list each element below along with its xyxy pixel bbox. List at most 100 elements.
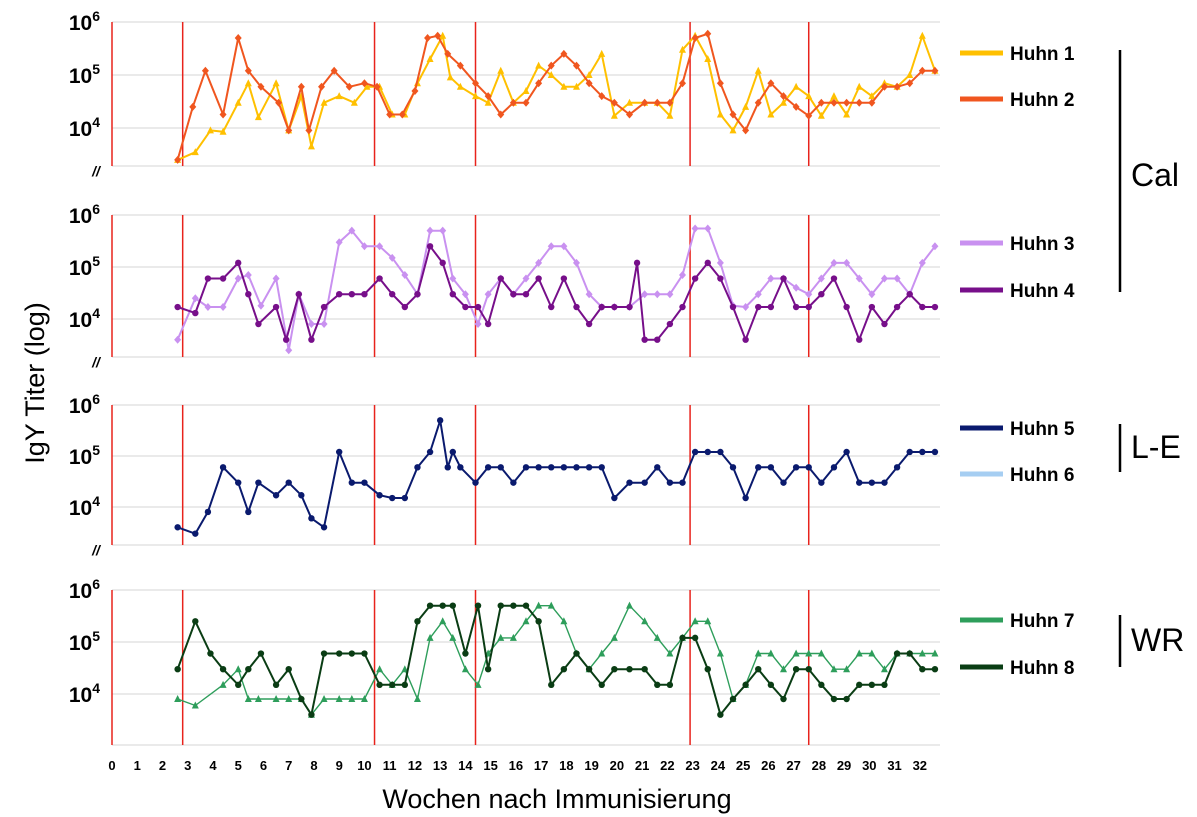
data-point (497, 633, 505, 641)
data-point (931, 649, 939, 657)
data-point (666, 290, 674, 299)
data-point (830, 258, 838, 267)
data-point (361, 479, 368, 486)
data-point (255, 479, 262, 486)
data-point (729, 126, 737, 134)
data-point (805, 290, 813, 299)
data-point (547, 71, 555, 78)
data-point (245, 665, 252, 673)
data-point (484, 320, 492, 328)
data-point (426, 633, 434, 641)
data-point (444, 49, 452, 58)
data-point (285, 665, 292, 673)
data-point (191, 294, 199, 303)
data-point (641, 665, 648, 673)
data-point (626, 98, 633, 106)
data-point (174, 155, 182, 164)
data-point (817, 274, 825, 283)
data-point (449, 290, 456, 298)
legend-label: Huhn 7 (1010, 611, 1074, 632)
y-tick-base: 10 (69, 684, 92, 707)
x-tick-label: 18 (559, 758, 573, 773)
x-tick-label: 32 (913, 758, 927, 773)
data-point (320, 303, 328, 311)
data-point (868, 92, 876, 100)
data-point (856, 336, 863, 343)
data-point (868, 681, 876, 689)
data-point (881, 479, 888, 486)
data-point (272, 274, 280, 283)
data-point (174, 695, 182, 703)
data-point (754, 66, 762, 74)
x-tick-label: 25 (736, 758, 750, 773)
data-point (456, 82, 464, 90)
data-point (439, 31, 447, 39)
data-point (880, 82, 888, 91)
x-tick-label: 27 (786, 758, 800, 773)
data-point (830, 92, 838, 100)
data-point (830, 275, 838, 282)
series-line-huhn-7 (177, 605, 935, 716)
data-point (868, 303, 876, 311)
legend-label: Huhn 5 (1010, 419, 1075, 440)
data-point (204, 275, 212, 282)
data-point (398, 110, 406, 119)
x-tick-label: 4 (209, 758, 217, 773)
data-point (918, 31, 926, 39)
data-point (856, 681, 863, 689)
x-tick-label: 0 (108, 758, 115, 773)
data-point (219, 680, 227, 688)
data-point (868, 479, 876, 486)
x-tick-label: 5 (235, 758, 242, 773)
data-point (522, 464, 530, 471)
data-point (363, 82, 371, 90)
data-point (805, 649, 813, 657)
data-point (572, 82, 580, 90)
data-point (285, 346, 293, 355)
data-point (272, 303, 280, 311)
data-point (653, 98, 661, 107)
data-point (376, 242, 384, 251)
data-point (254, 113, 262, 121)
data-point (308, 711, 315, 718)
data-point (626, 110, 633, 119)
data-point (843, 110, 851, 118)
data-point (245, 290, 252, 298)
x-tick-label: 7 (285, 758, 292, 773)
data-point (461, 290, 469, 299)
data-point (535, 464, 542, 471)
x-tick-label: 13 (433, 758, 447, 773)
data-point (235, 259, 242, 267)
y-tick-base: 10 (69, 580, 92, 603)
y-tick-base: 10 (69, 12, 92, 35)
data-point (598, 464, 605, 471)
data-point (906, 650, 913, 657)
legend-item: Huhn 8 (960, 658, 1074, 679)
data-point (234, 665, 242, 673)
group-label: WR (1131, 622, 1184, 658)
series-line-huhn-2 (176, 32, 935, 161)
axis-break-symbol: // (91, 163, 102, 179)
data-point (679, 634, 686, 642)
data-point (704, 224, 712, 233)
data-point (457, 464, 464, 471)
data-point (439, 617, 447, 625)
data-point (389, 494, 396, 502)
data-point (401, 271, 409, 280)
data-point (219, 127, 227, 135)
data-point (376, 275, 383, 282)
data-point (611, 665, 618, 673)
data-point (376, 681, 383, 689)
data-point (893, 274, 901, 283)
data-point (843, 695, 850, 703)
data-point (219, 665, 227, 673)
data-point (679, 45, 687, 53)
data-point (716, 110, 724, 118)
data-point (691, 224, 699, 233)
data-point (780, 275, 787, 282)
data-point (560, 665, 568, 673)
data-point (335, 290, 343, 298)
